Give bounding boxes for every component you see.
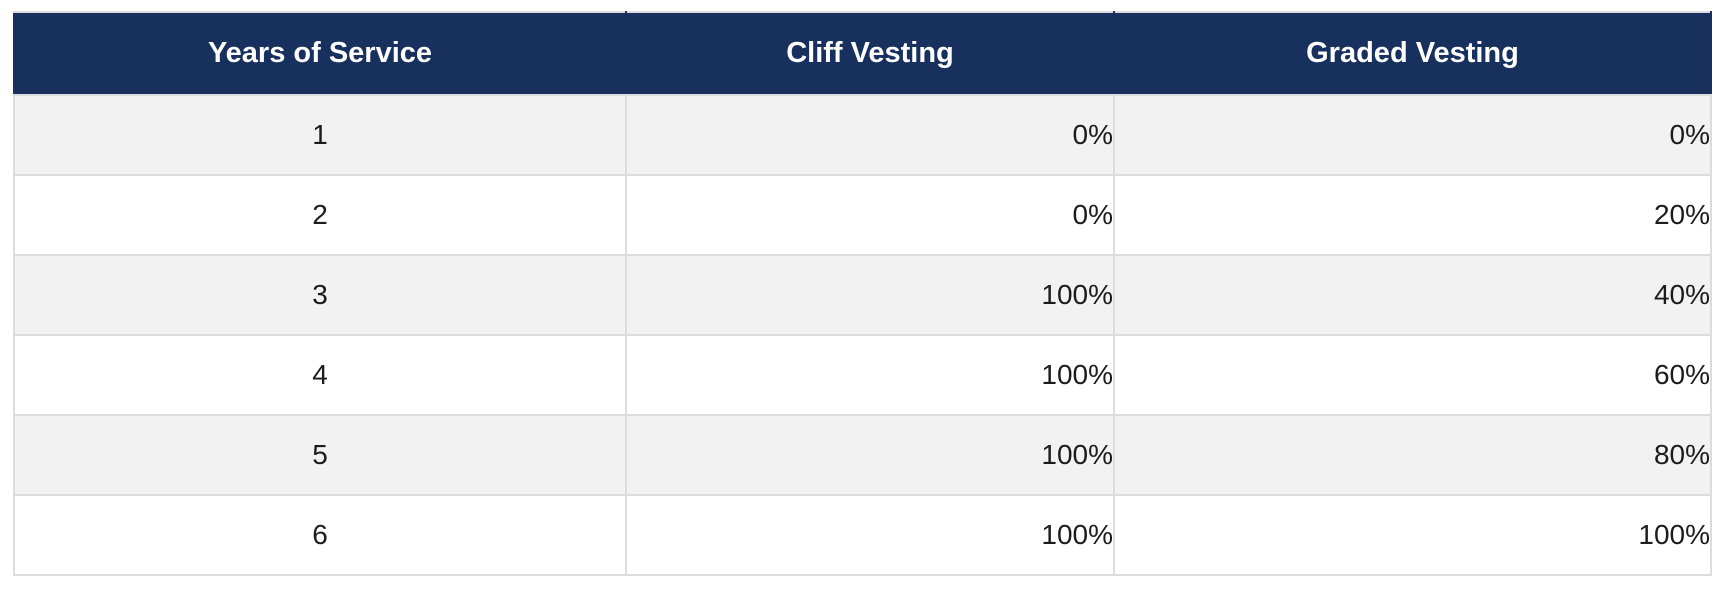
years-of-service-cell: 5	[13, 414, 627, 496]
graded-vesting-cell: 60%	[1113, 334, 1712, 416]
table-row-year-2: 2 0% 20%	[13, 174, 1712, 256]
header-row: Years of Service Cliff Vesting Graded Ve…	[13, 11, 1712, 96]
graded-vesting-cell: 0%	[1113, 94, 1712, 176]
table-row-year-6: 6 100% 100%	[13, 494, 1712, 576]
cliff-vesting-cell: 100%	[625, 334, 1115, 416]
column-header-graded-vesting: Graded Vesting	[1113, 11, 1712, 96]
table-row-year-4: 4 100% 60%	[13, 334, 1712, 416]
graded-vesting-cell: 20%	[1113, 174, 1712, 256]
vesting-schedule-table: Years of Service Cliff Vesting Graded Ve…	[13, 11, 1712, 576]
table-row-year-1: 1 0% 0%	[13, 94, 1712, 176]
graded-vesting-cell: 40%	[1113, 254, 1712, 336]
column-header-years-of-service: Years of Service	[13, 11, 627, 96]
cliff-vesting-cell: 0%	[625, 94, 1115, 176]
years-of-service-cell: 2	[13, 174, 627, 256]
column-header-cliff-vesting: Cliff Vesting	[625, 11, 1115, 96]
table-row-year-3: 3 100% 40%	[13, 254, 1712, 336]
cliff-vesting-cell: 100%	[625, 254, 1115, 336]
table-row-year-5: 5 100% 80%	[13, 414, 1712, 496]
cliff-vesting-cell: 0%	[625, 174, 1115, 256]
years-of-service-cell: 4	[13, 334, 627, 416]
graded-vesting-cell: 100%	[1113, 494, 1712, 576]
years-of-service-cell: 1	[13, 94, 627, 176]
years-of-service-cell: 6	[13, 494, 627, 576]
years-of-service-cell: 3	[13, 254, 627, 336]
graded-vesting-cell: 80%	[1113, 414, 1712, 496]
cliff-vesting-cell: 100%	[625, 414, 1115, 496]
cliff-vesting-cell: 100%	[625, 494, 1115, 576]
